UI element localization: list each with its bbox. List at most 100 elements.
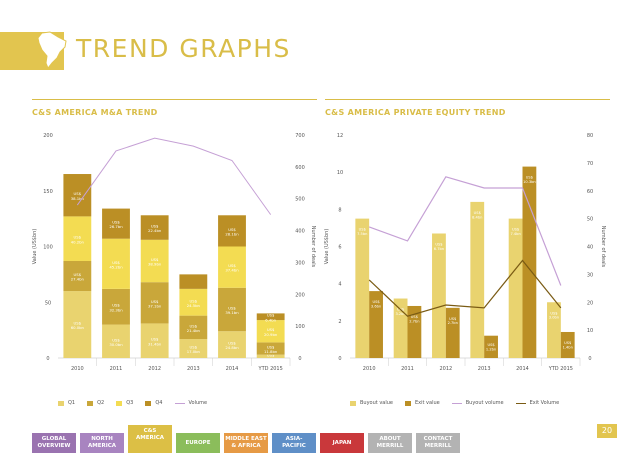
data-label: US$ 6.7bn [434, 242, 444, 250]
data-label: US$ 3.2bn [395, 308, 405, 316]
south-america-map-icon [37, 31, 67, 69]
legend-swatch [58, 400, 64, 406]
x-tick-label: 2010 [71, 366, 84, 372]
y2-tick-label: 50 [587, 217, 593, 223]
y2-tick-label: 80 [587, 133, 593, 139]
y-axis-label: Value (US$bn) [324, 229, 330, 265]
bar-q2 [218, 287, 246, 332]
bar-q4 [140, 215, 169, 240]
nav-tab-0[interactable]: GLOBAL OVERVIEW [32, 433, 76, 453]
y2-tick-label: 60 [587, 189, 593, 195]
data-label: US$ 37.1bn [148, 299, 162, 309]
nav-tab-7[interactable]: ABOUT MERRILL [368, 433, 412, 453]
y-tick-label: 10 [337, 170, 343, 176]
legend-label: Q1 [68, 400, 76, 406]
nav-tab-2[interactable]: C&S AMERICA [128, 425, 172, 453]
bar-q4 [63, 174, 92, 217]
data-label: US$ 22.4bn [148, 224, 162, 234]
y-tick-label: 12 [337, 133, 343, 139]
y2-tick-label: 400 [295, 229, 305, 235]
data-label: US$ 2.7bn [409, 315, 419, 323]
y-tick-label: 8 [338, 207, 341, 213]
legend-swatch [405, 400, 411, 406]
bar-exit-value [560, 331, 575, 358]
line-volume [76, 137, 272, 215]
nav-tab-4[interactable]: MIDDLE EAST & AFRICA [224, 433, 268, 453]
y2-tick-label: 10 [587, 328, 593, 334]
y-tick-label: 4 [338, 282, 341, 288]
data-label: US$ 24.8bn [225, 341, 239, 351]
bar-q3 [63, 216, 92, 261]
bar-q4 [179, 274, 208, 289]
bar-exit-value [445, 307, 460, 358]
legend-buyout-volume: Buyout volume [451, 400, 504, 406]
legend-q1: Q1 [58, 400, 75, 406]
bar-exit-value [369, 291, 383, 358]
nav-tab-5[interactable]: ASIA- PACIFIC [272, 433, 316, 453]
legend-line [451, 402, 462, 404]
legend-exit-volume: Exit Volume [515, 400, 559, 406]
data-label: US$ 30.0bn [109, 337, 123, 347]
nav-tab-6[interactable]: JAPAN [320, 433, 364, 453]
legend-volume: Volume [174, 400, 208, 406]
y2-tick-label: 100 [295, 324, 305, 330]
bar-buyout-value [508, 218, 523, 358]
y2-tick-label: 30 [587, 272, 593, 278]
nav-tab-1[interactable]: NORTH AMERICA [80, 433, 124, 453]
nav-tab-3[interactable]: EUROPE [176, 433, 220, 453]
page-number: 20 [597, 424, 617, 438]
data-label: US$ 45.2bn [109, 260, 123, 270]
data-label: US$ 2.7bn [448, 317, 458, 325]
y-tick-label: 0 [46, 356, 49, 362]
nav-tab-8[interactable]: CONTACT MERRILL [416, 433, 460, 453]
data-label: US$ 39.1bn [225, 305, 239, 315]
x-tick-label: 2014 [226, 366, 239, 372]
data-label: US$ 24.5bn [187, 298, 201, 308]
data-label: US$ 21.4bn [187, 323, 201, 333]
data-label: US$ 38.9bn [148, 257, 162, 267]
bar-q1 [102, 324, 130, 358]
y-tick-label: 6 [338, 245, 341, 251]
bar-q1 [140, 323, 169, 358]
y2-axis-label: Number of deals [310, 226, 316, 268]
data-label: US$ 32.3bn [109, 303, 123, 313]
data-label: US$ 8.4bn [472, 211, 482, 219]
data-label: US$ 3.6bn [371, 300, 381, 308]
bar-q1 [218, 331, 246, 358]
bar-q3 [256, 320, 285, 343]
legend-swatch [116, 400, 123, 406]
legend-line [174, 402, 185, 404]
legend-label: Buyout volume [465, 400, 504, 406]
pe-chart-title: C&S AMERICA PRIVATE EQUITY TREND [325, 108, 506, 117]
bar-q3 [179, 288, 208, 316]
bar-q3 [218, 246, 246, 288]
y-tick-label: 50 [45, 300, 51, 306]
bar-q3 [102, 238, 130, 289]
bar-q2 [102, 288, 130, 325]
y2-tick-label: 700 [295, 133, 305, 139]
bar-q1 [256, 354, 285, 358]
y2-axis-label: Number of deals [600, 226, 606, 268]
legend-label: Volume [188, 400, 208, 406]
y-tick-label: 200 [43, 133, 53, 139]
y2-tick-label: 70 [587, 161, 593, 167]
x-tick-label: 2013 [478, 366, 491, 372]
bar-q4 [102, 208, 130, 239]
bar-buyout-value [432, 233, 446, 358]
legend-label: Exit value [415, 400, 440, 406]
y2-tick-label: 200 [295, 292, 305, 298]
data-label: US$ 10.3bn [523, 176, 536, 184]
x-tick-label: 2010 [363, 366, 376, 372]
y-axis-label: Value (US$bn) [32, 229, 38, 265]
legend-swatch [350, 400, 356, 406]
legend-buyout-value: Buyout value [350, 400, 393, 406]
data-label: US$ 1.2bn [486, 343, 496, 351]
y2-tick-label: 600 [295, 165, 305, 171]
y-tick-label: 2 [338, 319, 341, 325]
bar-q3 [140, 239, 169, 283]
ma-legend: Q1 Q2 Q3 Q4 Volume [58, 400, 219, 406]
ma-chart-title: C&S AMERICA M&A TREND [32, 108, 158, 117]
bar-q1 [179, 339, 208, 358]
y-tick-label: 150 [43, 189, 53, 195]
